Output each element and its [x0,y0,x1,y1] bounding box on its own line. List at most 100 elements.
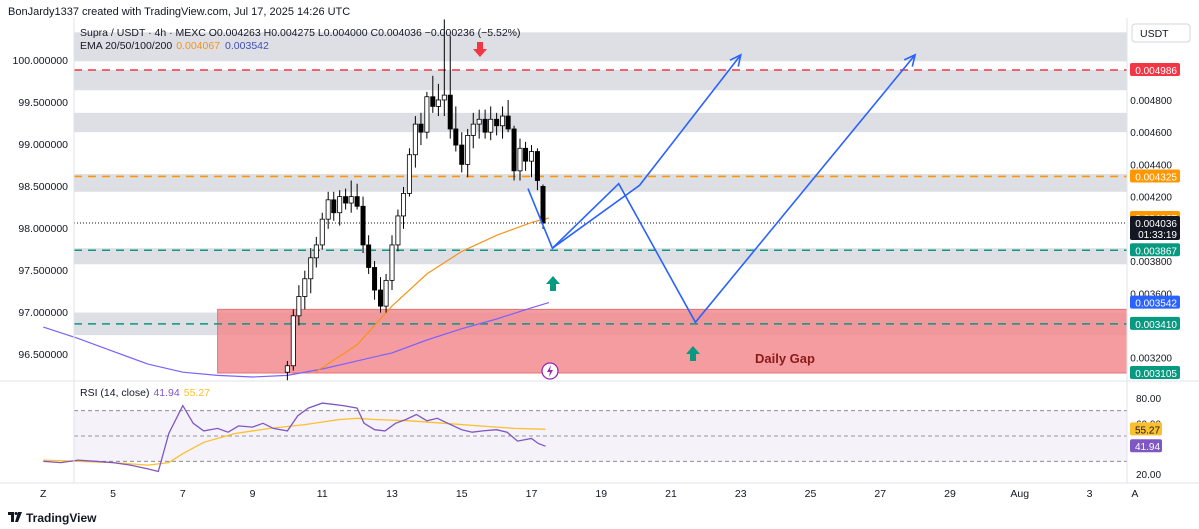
zone-4 [74,248,1127,265]
candle [529,151,535,162]
candle [459,144,465,165]
price-chart[interactable]: 100.000000 99.500000 99.000000 98.500000 98.… [0,18,1199,508]
daily-gap-zone [217,308,1128,374]
ema-200-line [43,302,550,378]
candle [441,94,447,101]
rsi-line [43,402,546,473]
candle [372,267,378,291]
left-axis: 100.000000 99.500000 99.000000 98.500000 98.… [13,55,69,361]
candle [377,289,383,307]
projection-path-1 [527,54,916,324]
right-axis-tick: 0.004200 [1130,193,1172,204]
left-axis-tick: 99.000000 [18,139,68,151]
candle [319,218,325,246]
ema-20-line [314,217,550,373]
price-tag-label: 0.003867 [1135,246,1177,257]
price-tag-label: 0.003542 [1135,299,1177,310]
price-tag [1130,216,1180,241]
projection-layer [527,53,917,324]
currency-label: USDT [1140,28,1169,40]
candle [308,257,314,280]
time-axis-tick: 13 [386,488,398,500]
legend-ema-label: EMA 20/50/100/200 [80,40,172,52]
price-tag [1130,295,1180,309]
lightning-icon[interactable] [541,362,559,380]
candle [453,128,459,146]
rsi-tag-label: 41.94 [1135,442,1160,453]
sell-arrow-icon [473,42,487,57]
time-axis-tick: 27 [874,488,886,500]
candle [534,151,540,181]
candle [412,123,418,156]
candle [290,315,296,367]
countdown-timer: 01:33:19 [1138,230,1177,241]
candle [435,99,441,107]
candle [447,94,453,130]
right-axis[interactable]: 0.004800 0.004600 0.004400 0.004200 0.003800… [1130,63,1180,380]
time-axis-tick: 3 [1087,488,1093,500]
price-tag-label: 0.004325 [1135,172,1177,183]
ema-layer [43,217,550,378]
left-axis-tick: 97.500000 [18,265,68,277]
tradingview-logo-icon[interactable] [8,511,22,523]
projection-path-2-arrowhead [729,53,742,67]
price-tag-label: 0.003410 [1135,320,1177,331]
projection-path-1-arrowhead [903,53,917,67]
legend-rsi-label: RSI (14, close) [80,387,149,399]
candle [517,147,523,172]
candle [331,199,337,214]
candle [383,279,389,307]
candle [424,96,430,133]
candle [465,135,471,165]
legend-ema-val2: 0.003542 [225,40,269,52]
candle [296,296,302,317]
legend-ema-val1: 0.004067 [176,40,220,52]
time-axis-tick: 11 [317,488,328,500]
currency-button[interactable]: USDT [1131,23,1191,43]
brand-name[interactable]: TradingView [26,511,97,525]
candle [476,118,482,125]
time-axis[interactable]: Z 5 7 9 11 13 15 17 19 21 23 25 27 29 Aug 3 A [40,488,1138,500]
zone-1 [74,70,1127,91]
candle [325,199,331,220]
price-tag [1130,243,1180,257]
time-axis-tick: A [1131,488,1138,500]
time-axis-tick: 19 [595,488,607,500]
candle [505,115,511,130]
right-axis-tick: 0.003800 [1130,257,1172,268]
buy-arrow-icon [686,346,700,361]
left-axis-tick: 98.500000 [18,181,68,193]
left-axis-tick: 96.500000 [18,349,68,361]
candle [348,196,354,204]
rsi-ma-tag-label: 55.27 [1135,425,1160,436]
legend-rsi-val1: 41.94 [153,387,179,399]
top-bar: BonJardy1337 created with TradingView.co… [0,0,1199,22]
price-tag-label: 0.003105 [1135,369,1177,380]
candles-layer [284,19,546,381]
arrows-layer [473,42,700,361]
left-axis-tick: 97.000000 [18,307,68,319]
time-axis-tick: 29 [944,488,956,500]
candle [366,244,372,268]
rsi-axis-tick: 20.00 [1136,470,1161,481]
horizontal-lines-layer [74,69,1127,325]
left-axis-tick: 99.500000 [18,97,68,109]
candle [284,365,290,373]
price-tag-label: 0.004036 [1135,219,1177,230]
candle [430,96,436,107]
candle [418,123,424,133]
time-axis-tick: 17 [526,488,538,500]
candle [488,118,494,133]
price-tag-label: 0.004986 [1135,66,1177,77]
price-tag [1130,169,1180,183]
time-axis-tick: 25 [805,488,817,500]
time-axis-tick: 9 [250,488,256,500]
candle [389,244,395,281]
candle [343,196,349,204]
candle [470,123,476,136]
created-by-text: BonJardy1337 created with TradingView.co… [8,6,351,18]
candle [354,196,360,207]
time-axis-tick: Aug [1010,488,1029,500]
right-axis-tick: 0.003200 [1130,354,1172,365]
